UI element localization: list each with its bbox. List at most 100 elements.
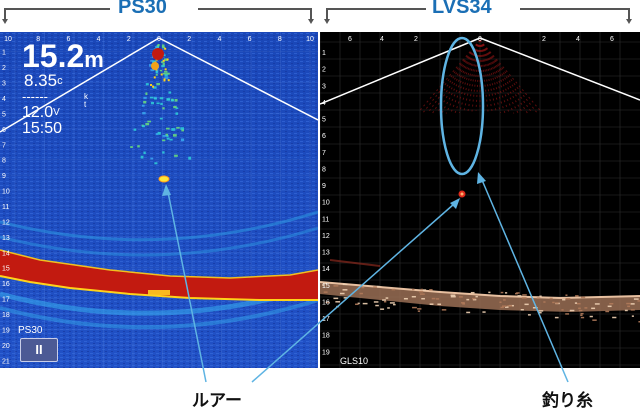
echo-speckle bbox=[142, 112, 146, 115]
echo-speckle bbox=[145, 92, 148, 96]
range-tick-label: 2 bbox=[127, 36, 131, 43]
beam-edge-left bbox=[0, 37, 160, 133]
echo-speckle bbox=[150, 83, 153, 86]
bottom-grain bbox=[565, 313, 570, 315]
bottom-grain bbox=[626, 302, 631, 305]
depth-tick-label: 17 bbox=[322, 316, 330, 323]
bottom-grain bbox=[393, 303, 396, 306]
depth-unit: m bbox=[84, 47, 104, 72]
bottom-grain bbox=[382, 299, 386, 301]
echo-speckle bbox=[145, 83, 149, 86]
depth-tick-label: 5 bbox=[2, 111, 6, 118]
bottom-grain bbox=[403, 297, 408, 300]
echo-speckle bbox=[175, 107, 179, 109]
bottom-grain bbox=[376, 285, 380, 288]
echo-ray bbox=[479, 39, 497, 113]
echo-speckle bbox=[162, 62, 165, 66]
bottom-grain bbox=[538, 310, 544, 312]
bottom-grain bbox=[387, 307, 390, 309]
bottom-grain bbox=[500, 291, 504, 294]
echo-speckle bbox=[150, 157, 154, 160]
echo-speckle bbox=[162, 151, 165, 154]
echo-speckle bbox=[141, 125, 145, 128]
echo-speckle bbox=[143, 96, 147, 99]
bracket-left-end bbox=[326, 8, 328, 20]
bottom-grain bbox=[461, 302, 465, 304]
echo-speckle bbox=[140, 155, 144, 159]
temperature-value: 8.35 bbox=[24, 71, 58, 90]
bottom-grain bbox=[435, 298, 440, 300]
echo-speckle bbox=[157, 44, 160, 47]
bracket-right-end bbox=[628, 8, 630, 20]
depth-tick-label: 17 bbox=[2, 297, 10, 304]
bottom-grain bbox=[569, 309, 575, 312]
bottom-grain bbox=[633, 298, 639, 300]
bottom-grain bbox=[580, 316, 585, 319]
bottom-grain bbox=[565, 297, 571, 300]
marker-triangle-icon bbox=[324, 19, 330, 24]
echo-speckle bbox=[161, 61, 164, 63]
echo-speckle bbox=[153, 76, 156, 79]
echo-speckle bbox=[152, 86, 157, 89]
depth-value: 15.2 bbox=[22, 38, 85, 74]
echo-speckle bbox=[159, 97, 164, 100]
bottom-grain bbox=[501, 305, 507, 307]
water-temperature: 8.35c bbox=[24, 72, 63, 90]
range-tick-label: 4 bbox=[576, 36, 580, 43]
depth-tick-label: 9 bbox=[2, 173, 6, 180]
echo-speckle bbox=[147, 120, 152, 123]
range-tick-label: 0 bbox=[157, 36, 161, 43]
bottom-grain bbox=[638, 320, 640, 323]
bottom-grain bbox=[441, 309, 447, 311]
bottom-grain bbox=[450, 295, 456, 298]
lure-echo bbox=[158, 175, 170, 183]
depth-tick-label: 1 bbox=[2, 50, 6, 57]
bottom-grain bbox=[504, 292, 508, 294]
depth-tick-label: 19 bbox=[2, 327, 10, 334]
bottom-grain bbox=[554, 316, 559, 319]
depth-tick-label: 2 bbox=[2, 65, 6, 72]
bottom-grain bbox=[543, 301, 546, 303]
echo-speckle bbox=[165, 133, 169, 136]
bottom-grain bbox=[536, 297, 541, 299]
echo-speckle bbox=[143, 151, 146, 155]
bottom-grain bbox=[470, 291, 475, 294]
range-tick-label: 2 bbox=[542, 36, 546, 43]
echo-ray bbox=[479, 39, 537, 113]
echo-speckle bbox=[164, 76, 169, 80]
bottom-grain bbox=[380, 308, 385, 310]
bottom-grain bbox=[429, 303, 434, 305]
echo-speckle bbox=[162, 107, 165, 110]
bottom-grain bbox=[580, 296, 586, 299]
bottom-grain bbox=[627, 305, 631, 308]
depth-tick-label: 12 bbox=[2, 219, 10, 226]
bottom-grain bbox=[555, 302, 559, 304]
pause-button[interactable]: II bbox=[20, 338, 58, 362]
echo-speckle bbox=[155, 70, 158, 74]
speed-dashes: ------ bbox=[22, 89, 48, 104]
echo-speckle bbox=[165, 127, 170, 130]
bottom-grain bbox=[503, 299, 506, 301]
bottom-grain bbox=[355, 303, 359, 306]
depth-tick-label: 10 bbox=[322, 200, 330, 207]
bracket-left-end bbox=[4, 8, 6, 20]
bottom-grain bbox=[475, 295, 478, 298]
echo-speckle bbox=[133, 128, 137, 131]
depth-tick-label: 5 bbox=[322, 117, 326, 124]
echo-speckle bbox=[161, 65, 165, 68]
depth-tick-label: 15 bbox=[2, 266, 10, 273]
depth-tick-label: 18 bbox=[322, 333, 330, 340]
echo-speckle bbox=[163, 54, 166, 57]
echo-speckle bbox=[143, 100, 147, 104]
echo-speckle bbox=[174, 154, 178, 157]
depth-tick-label: 4 bbox=[2, 96, 6, 103]
speed-unit-t: t bbox=[84, 100, 87, 109]
surface-echo bbox=[151, 62, 159, 70]
echo-speckle bbox=[162, 135, 167, 137]
bottom-grain bbox=[373, 301, 379, 303]
bottom-grain bbox=[383, 300, 387, 303]
voltage-value: 12.0 bbox=[22, 104, 54, 121]
bottom-grain bbox=[323, 291, 328, 293]
bottom-grain bbox=[450, 294, 456, 297]
